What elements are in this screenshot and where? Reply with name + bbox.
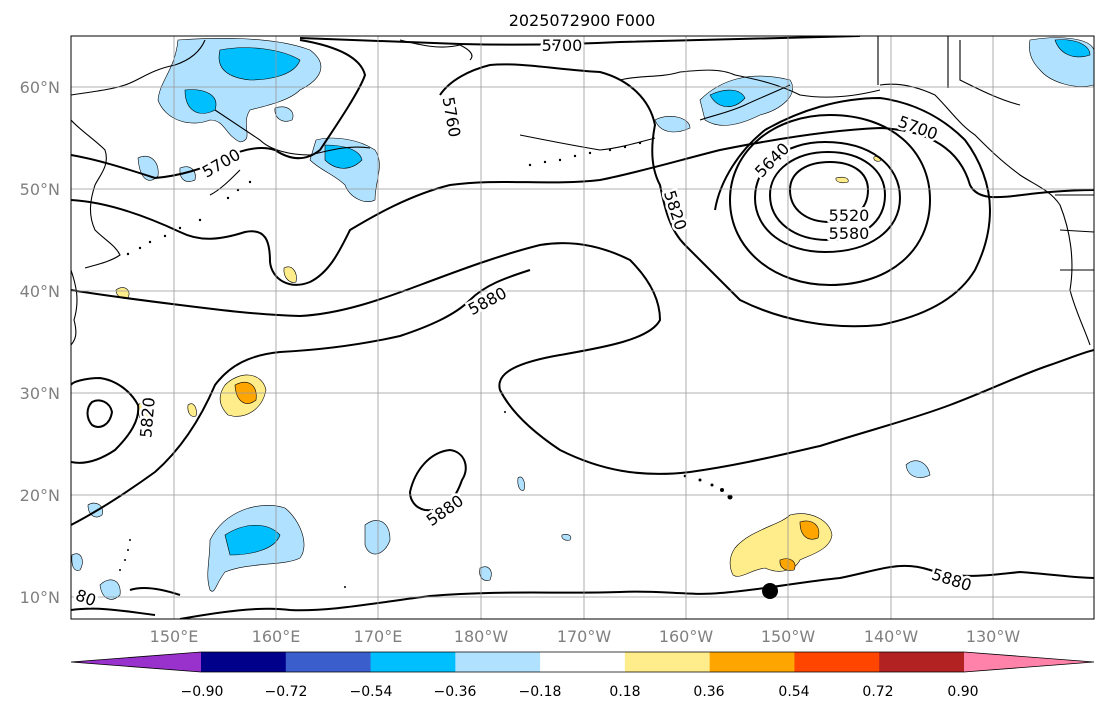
colorbar-segment	[540, 652, 626, 672]
lat-label: 10°N	[20, 588, 60, 607]
colorbar-tick: −0.18	[519, 684, 562, 700]
lon-label: 130°W	[966, 627, 1021, 646]
colorbar-tick: 0.36	[693, 684, 724, 700]
colorbar-segment	[624, 652, 711, 672]
colorbar-segment	[370, 652, 456, 672]
lat-label: 30°N	[20, 384, 60, 403]
colorbar-tick: −0.90	[181, 684, 224, 700]
colorbar-tick: 0.18	[609, 684, 640, 700]
colorbar-segment	[794, 652, 880, 672]
colorbar-tick: 0.54	[778, 684, 809, 700]
colorbar-extend-min	[71, 652, 201, 672]
lon-label: 160°W	[659, 627, 714, 646]
lat-label: 50°N	[20, 180, 60, 199]
colorbar-tick: −0.72	[265, 684, 308, 700]
colorbar-tick-labels: −0.90 −0.72 −0.54 −0.36 −0.18 0.18 0.36 …	[181, 684, 979, 700]
colorbar-segment	[455, 652, 541, 672]
lon-label: 180°W	[454, 627, 509, 646]
colorbar-tick: −0.36	[434, 684, 477, 700]
lon-label: 170°E	[354, 627, 403, 646]
lon-label: 140°W	[864, 627, 919, 646]
contour-label: 5700	[542, 36, 583, 55]
lon-label: 160°E	[252, 627, 301, 646]
colorbar-outline	[70, 651, 1095, 673]
lat-label: 60°N	[20, 78, 60, 97]
island-chains	[119, 141, 733, 588]
map-frame	[70, 35, 1095, 620]
coastlines	[71, 36, 1094, 346]
lon-label: 150°W	[761, 627, 816, 646]
height-contours	[71, 36, 1094, 619]
graticule	[71, 36, 1094, 619]
colorbar-tick: 0.90	[947, 684, 978, 700]
colorbar-segment	[879, 652, 965, 672]
contour-label: 5520	[829, 206, 870, 225]
colorbar-segment	[201, 652, 287, 672]
lon-label: 150°E	[150, 627, 199, 646]
colorbar-segment	[285, 652, 372, 672]
lon-label: 170°W	[557, 627, 612, 646]
contour-label: 5580	[829, 224, 870, 243]
colorbar-extend-max	[964, 652, 1094, 672]
negative-anomaly-shading	[71, 37, 1094, 600]
colorbar-tick: −0.54	[350, 684, 393, 700]
lat-label: 40°N	[20, 282, 60, 301]
colorbar-segment	[709, 652, 795, 672]
latitude-labels: 60°N 50°N 40°N 30°N 20°N 10°N	[20, 78, 60, 607]
map-area: 5700 5760 5700 5820 5640 5700 5520 5580 …	[71, 36, 1094, 619]
figure-title: 2025072900 F000	[509, 11, 656, 30]
longitude-labels: 150°E 160°E 170°E 180°W 170°W 160°W 150°…	[150, 627, 1021, 646]
positive-anomaly-shading	[115, 156, 882, 577]
lat-label: 20°N	[20, 486, 60, 505]
location-marker	[762, 583, 778, 599]
contour-label: 5820	[136, 396, 158, 438]
colorbar-tick: 0.72	[862, 684, 893, 700]
colorbar	[70, 651, 1095, 673]
